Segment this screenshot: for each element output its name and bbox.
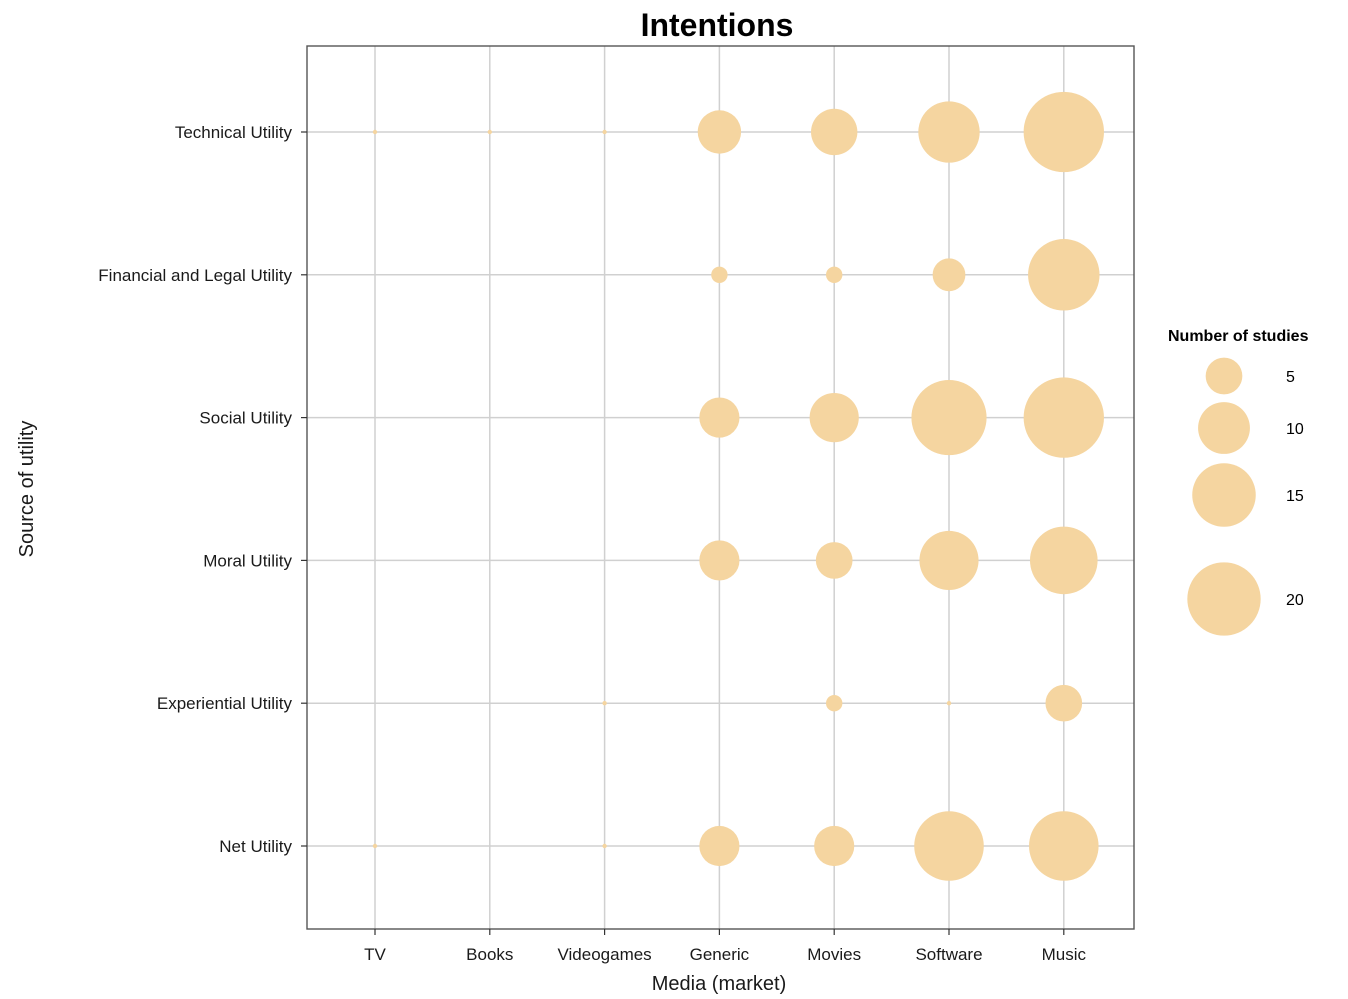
bubble-movies-financial-and-legal-utility bbox=[826, 266, 843, 283]
x-tick-label: Videogames bbox=[557, 945, 651, 964]
x-tick-label: Generic bbox=[690, 945, 750, 964]
bubble-movies-experiential-utility bbox=[826, 695, 843, 712]
bubble-videogames-technical-utility bbox=[602, 129, 607, 135]
bubble-movies-moral-utility bbox=[815, 542, 853, 579]
bubble-movies-technical-utility bbox=[811, 108, 858, 156]
bubble-generic-net-utility bbox=[699, 825, 740, 867]
x-tick-label: Books bbox=[466, 945, 513, 964]
bubble-software-financial-and-legal-utility bbox=[932, 258, 966, 292]
bubble-music-net-utility bbox=[1029, 811, 1099, 881]
chart-title: Intentions bbox=[641, 7, 794, 43]
y-tick-label: Moral Utility bbox=[203, 551, 292, 570]
bubble-movies-net-utility bbox=[814, 825, 855, 867]
bubble-music-financial-and-legal-utility bbox=[1028, 239, 1100, 311]
y-axis-ticks: Net Utility Experiential Utility Moral Uti… bbox=[98, 123, 307, 856]
legend-bubble bbox=[1192, 463, 1256, 527]
bubble-music-social-utility bbox=[1023, 377, 1104, 458]
x-tick-label: Software bbox=[915, 945, 982, 964]
bubble-software-social-utility bbox=[911, 380, 987, 456]
y-tick-label: Financial and Legal Utility bbox=[98, 266, 292, 285]
bubble-generic-moral-utility bbox=[699, 540, 740, 581]
bubble-books-technical-utility bbox=[487, 129, 492, 135]
bubble-tv-technical-utility bbox=[372, 129, 378, 135]
legend-label: 20 bbox=[1286, 592, 1304, 609]
legend-bubble bbox=[1198, 402, 1250, 454]
bubble-generic-financial-and-legal-utility bbox=[711, 266, 728, 283]
y-axis-title: Source of utility bbox=[16, 421, 38, 558]
bubble-tv-net-utility bbox=[372, 843, 378, 849]
plot-panel-border bbox=[306, 45, 1135, 930]
grid-lines bbox=[307, 46, 1134, 929]
x-tick-label: Movies bbox=[807, 945, 861, 964]
size-legend: Number of studies 5 10 15 20 bbox=[1168, 328, 1309, 636]
x-axis-title: Media (market) bbox=[652, 973, 786, 995]
bubble-videogames-experiential-utility bbox=[602, 701, 607, 706]
bubble-generic-social-utility bbox=[699, 397, 740, 438]
legend-label: 5 bbox=[1286, 369, 1295, 386]
bubble-generic-technical-utility bbox=[697, 110, 742, 154]
bubble-software-net-utility bbox=[914, 811, 984, 881]
x-tick-label: Music bbox=[1042, 945, 1087, 964]
bubble-software-technical-utility bbox=[918, 101, 980, 163]
bubble-software-moral-utility bbox=[919, 530, 979, 590]
y-tick-label: Social Utility bbox=[199, 409, 292, 428]
bubble-music-technical-utility bbox=[1023, 91, 1104, 173]
y-tick-label: Experiential Utility bbox=[157, 694, 293, 713]
x-tick-label: TV bbox=[364, 945, 386, 964]
legend-label: 10 bbox=[1286, 421, 1304, 438]
y-tick-label: Technical Utility bbox=[175, 123, 293, 142]
legend-title: Number of studies bbox=[1168, 328, 1309, 345]
bubble-music-experiential-utility bbox=[1045, 684, 1083, 722]
bubble-movies-social-utility bbox=[809, 393, 859, 443]
bubble-music-moral-utility bbox=[1029, 526, 1098, 595]
x-axis-ticks: TV Books Videogames Generic Movies Software Mu… bbox=[364, 929, 1086, 964]
bubble-videogames-net-utility bbox=[602, 843, 607, 849]
bubble-software-experiential-utility bbox=[946, 701, 952, 706]
legend-bubble bbox=[1187, 562, 1261, 636]
bubbles bbox=[372, 91, 1104, 881]
legend-label: 15 bbox=[1286, 488, 1304, 505]
legend-bubble bbox=[1205, 357, 1243, 395]
y-tick-label: Net Utility bbox=[219, 837, 292, 856]
